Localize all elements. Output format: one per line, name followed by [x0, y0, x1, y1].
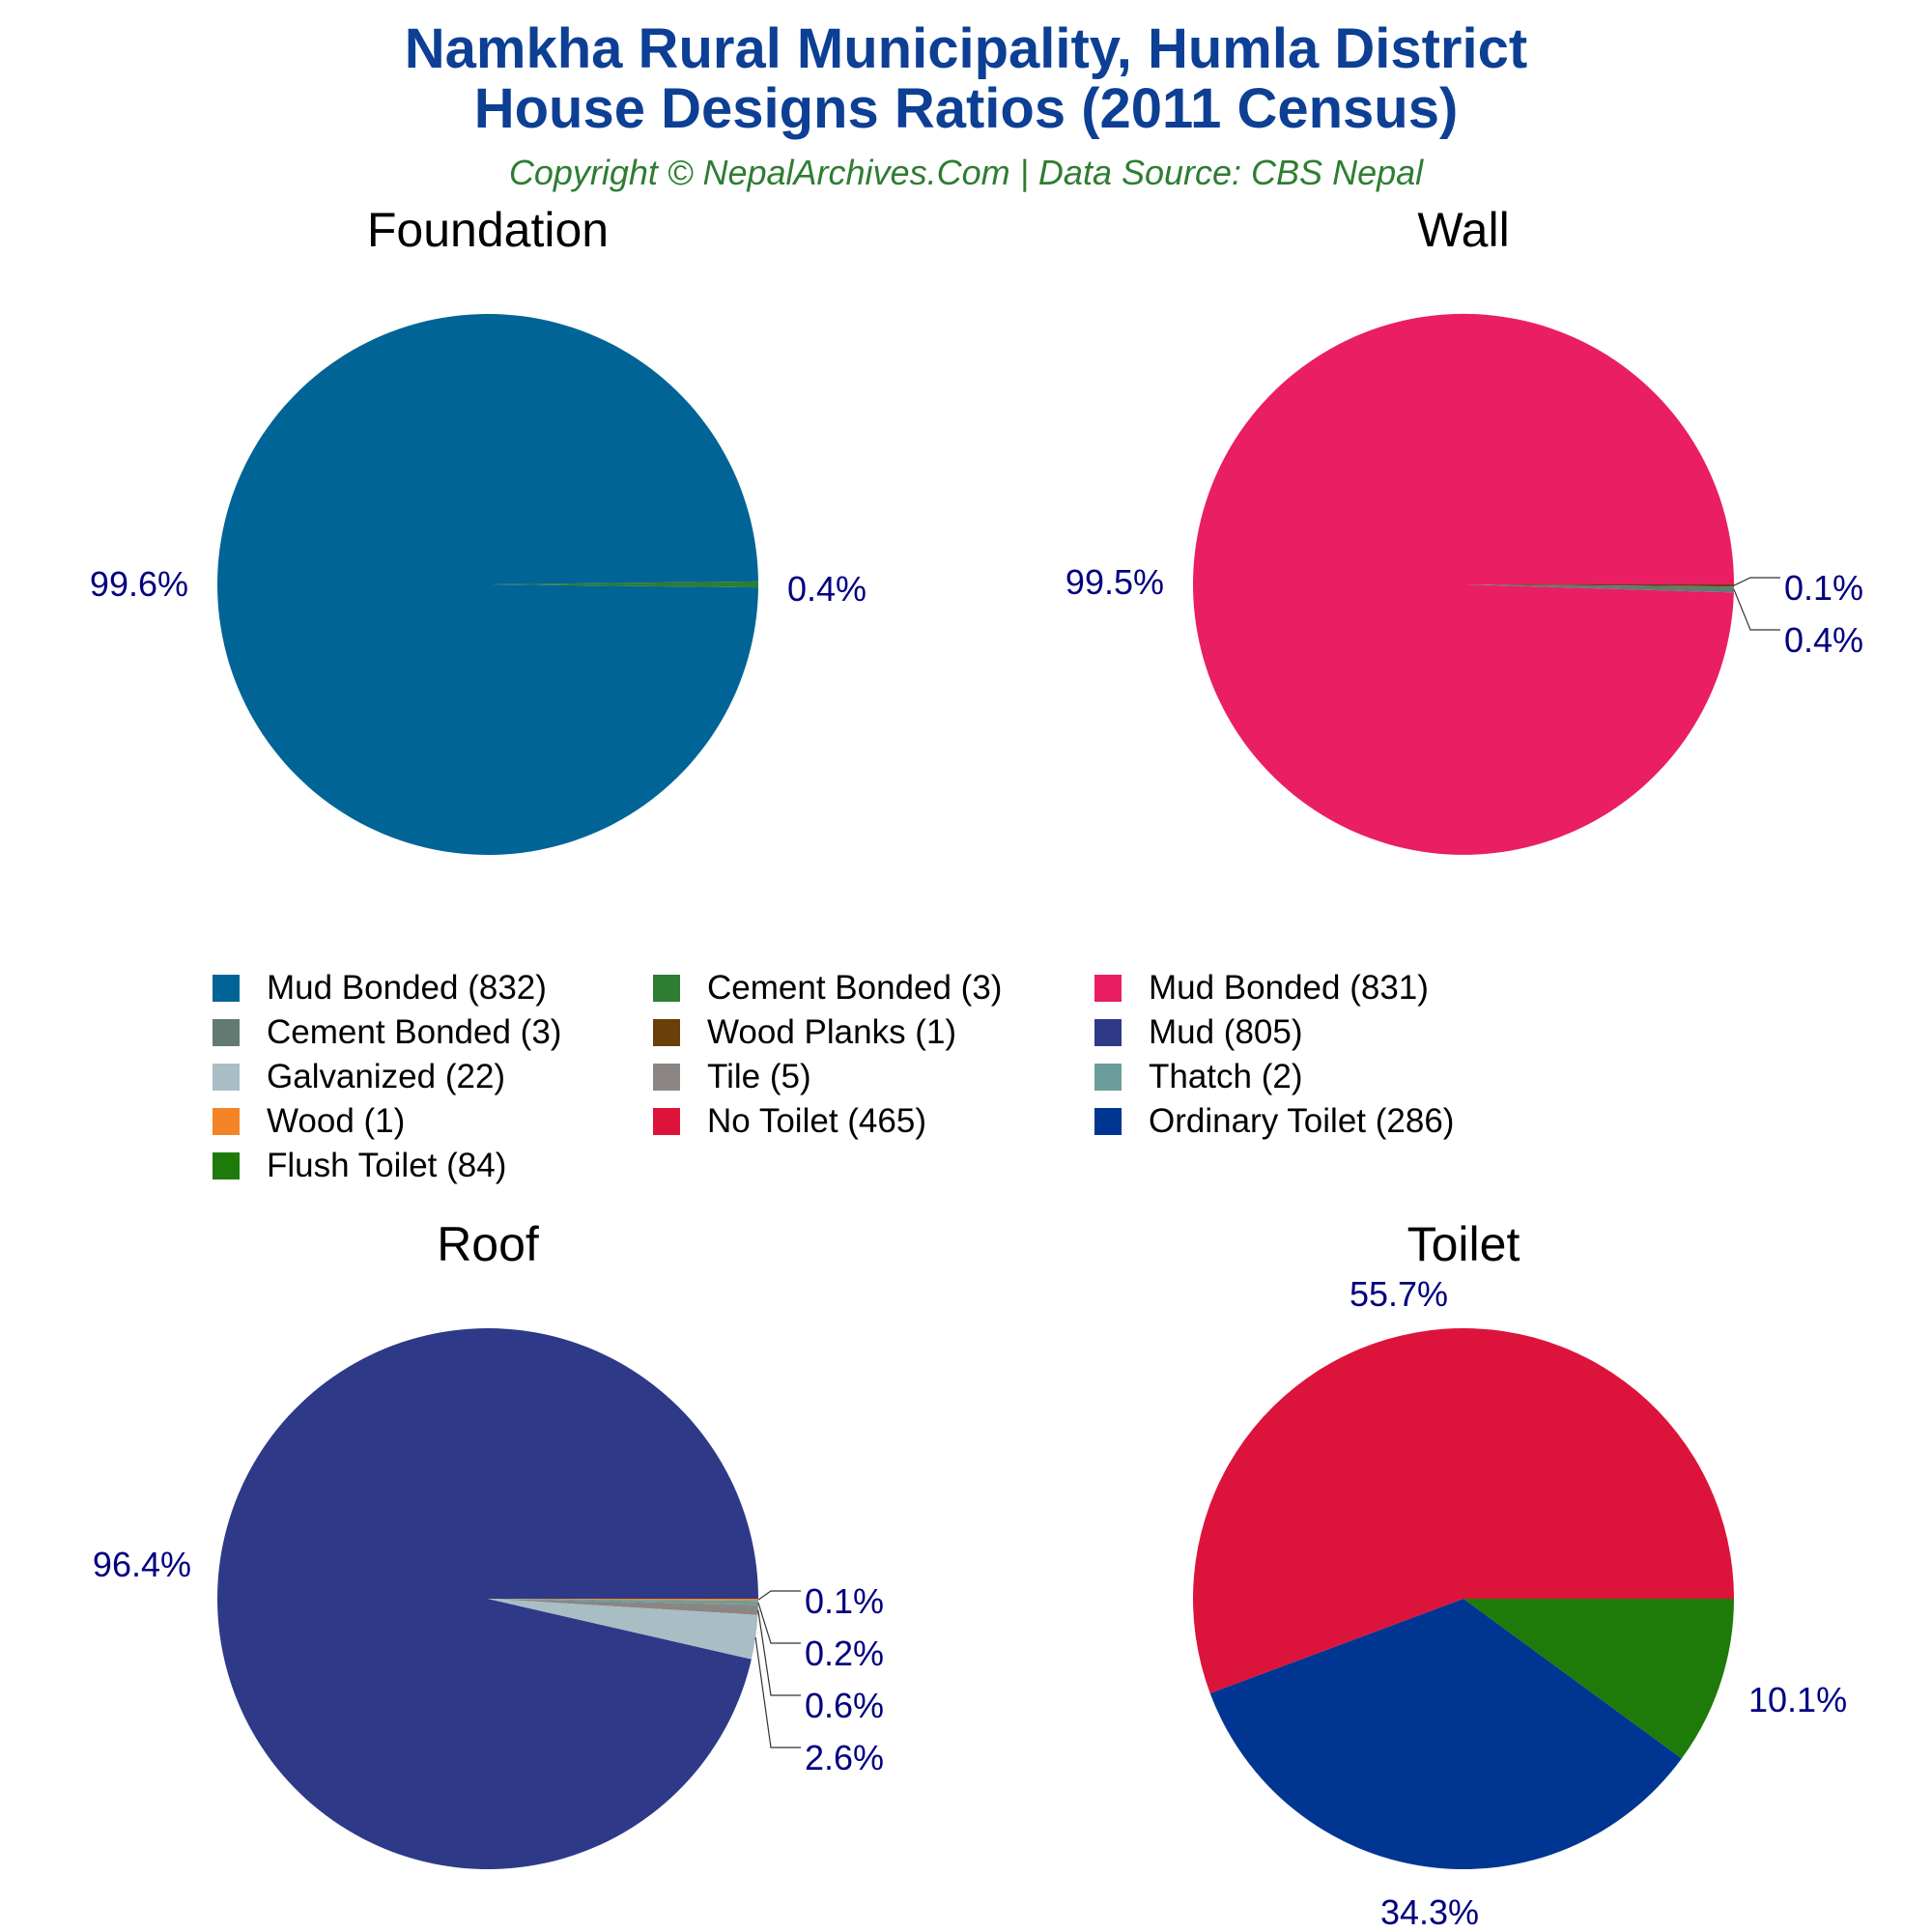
chart-header: Namkha Rural Municipality, Humla Distric…	[0, 19, 1932, 193]
data-label-foundation-mud-bonded: 99.6%	[90, 564, 188, 604]
legend-label: Cement Bonded (3)	[707, 969, 1003, 1007]
legend-label: Wood (1)	[267, 1102, 406, 1140]
legend-label: Cement Bonded (3)	[267, 1013, 562, 1051]
pie-chart-foundation: Foundation 99.6% 0.4%	[90, 203, 867, 855]
pie-slice-toilet-flush-toilet	[1463, 1599, 1734, 1759]
legend-item-thatch-2: Thatch (2)	[1094, 1055, 1303, 1099]
leader-line-roof-thatch	[757, 1603, 801, 1644]
legend-label: Mud Bonded (832)	[267, 969, 547, 1007]
data-label-roof-thatch: 0.2%	[805, 1634, 884, 1673]
leader-line-wall-wood-planks	[1733, 577, 1780, 586]
legend-swatch	[1094, 975, 1122, 1002]
pie-slice-roof-wood	[488, 1599, 758, 1602]
data-label-roof-mud: 96.4%	[93, 1545, 191, 1584]
legend-swatch	[1094, 1108, 1122, 1135]
legend-item-mud-bonded-832: Mud Bonded (832)	[213, 966, 547, 1010]
legend-label: Tile (5)	[707, 1058, 811, 1095]
data-label-wall-cement-bonded: 0.4%	[1784, 620, 1863, 660]
pie-chart-roof: Roof 96.4% 0.1% 0.2% 0.6% 2.6%	[93, 1217, 884, 1870]
legend-label: Mud (805)	[1149, 1013, 1303, 1051]
pie-slice-roof-tile	[488, 1599, 758, 1615]
pie-slice-roof-galvanized	[488, 1599, 758, 1660]
chart-title-line-2: House Designs Ratios (2011 Census)	[473, 77, 1459, 140]
legend-item-galvanized-22: Galvanized (22)	[213, 1055, 505, 1099]
legend-item-wood-planks-1: Wood Planks (1)	[653, 1010, 956, 1055]
legend-item-ordinary-toilet-286: Ordinary Toilet (286)	[1094, 1099, 1454, 1144]
data-label-roof-wood: 0.1%	[805, 1581, 884, 1621]
legend-swatch	[653, 1064, 680, 1091]
data-label-roof-galvanized: 2.6%	[805, 1738, 884, 1777]
data-label-toilet-flush-toilet: 10.1%	[1748, 1680, 1847, 1719]
pie-title-wall: Wall	[1417, 203, 1509, 257]
data-label-toilet-ordinary-toilet: 34.3%	[1380, 1892, 1479, 1932]
legend-swatch	[213, 975, 240, 1002]
legend-swatch	[1094, 1019, 1122, 1046]
pie-title-roof: Roof	[437, 1217, 539, 1271]
legend-item-wood-1: Wood (1)	[213, 1099, 405, 1144]
legend-swatch	[653, 975, 680, 1002]
legend-label: Flush Toilet (84)	[267, 1147, 507, 1184]
pie-slice-roof-thatch	[488, 1599, 758, 1605]
pie-slice-foundation-mud-bonded	[216, 314, 758, 855]
pie-chart-wall: Wall 99.5% 0.1% 0.4%	[1065, 203, 1863, 855]
pie-slice-wall-mud-bonded	[1193, 313, 1734, 855]
legend-swatch	[653, 1019, 680, 1046]
legend-swatch	[213, 1019, 240, 1046]
pie-title-toilet: Toilet	[1407, 1217, 1520, 1271]
legend-swatch	[1094, 1064, 1122, 1091]
legend-swatch	[653, 1108, 680, 1135]
legend-label: Wood Planks (1)	[707, 1013, 957, 1051]
legend-label: Ordinary Toilet (286)	[1149, 1102, 1455, 1140]
leader-line-wall-cement-bonded	[1733, 589, 1780, 631]
data-label-wall-wood-planks: 0.1%	[1784, 568, 1863, 608]
legend-item-flush-toilet-84: Flush Toilet (84)	[213, 1144, 506, 1188]
legend-item-cement-bonded-3: Cement Bonded (3)	[653, 966, 1002, 1010]
data-label-foundation-cement-bonded: 0.4%	[787, 569, 867, 609]
legend-label: No Toilet (465)	[707, 1102, 926, 1140]
legend-item-mud-805: Mud (805)	[1094, 1010, 1303, 1055]
pie-slice-wall-cement-bonded	[1463, 584, 1734, 593]
legend-swatch	[213, 1064, 240, 1091]
legend-item-no-toilet-465: No Toilet (465)	[653, 1099, 926, 1144]
legend-swatch	[213, 1108, 240, 1135]
data-label-wall-mud-bonded: 99.5%	[1065, 562, 1164, 602]
pie-slice-toilet-ordinary-toilet	[1209, 1599, 1682, 1869]
legend-label: Thatch (2)	[1149, 1058, 1303, 1095]
legend-item-mud-bonded-831: Mud Bonded (831)	[1094, 966, 1429, 1010]
legend-label: Galvanized (22)	[267, 1058, 506, 1095]
data-label-roof-tile: 0.6%	[805, 1686, 884, 1725]
legend-item-tile-5: Tile (5)	[653, 1055, 811, 1099]
legend-item-cement-bonded-3: Cement Bonded (3)	[213, 1010, 561, 1055]
leader-line-roof-tile	[757, 1609, 801, 1696]
pie-slice-roof-mud	[217, 1328, 759, 1870]
data-label-toilet-no-toilet: 55.7%	[1350, 1274, 1448, 1314]
chart-title-line-1: Namkha Rural Municipality, Humla Distric…	[404, 17, 1528, 80]
pie-title-foundation: Foundation	[367, 203, 609, 257]
leader-line-roof-wood	[757, 1590, 801, 1601]
legend-swatch	[213, 1152, 240, 1179]
chart-subtitle: Copyright © NepalArchives.Com | Data Sou…	[508, 153, 1424, 192]
legend-label: Mud Bonded (831)	[1149, 969, 1429, 1007]
pie-slice-toilet-no-toilet	[1192, 1327, 1735, 1693]
pie-slice-wall-wood-planks	[1463, 584, 1734, 587]
pie-slice-foundation-cement-bonded	[488, 581, 758, 588]
leader-line-roof-galvanized	[754, 1636, 801, 1748]
